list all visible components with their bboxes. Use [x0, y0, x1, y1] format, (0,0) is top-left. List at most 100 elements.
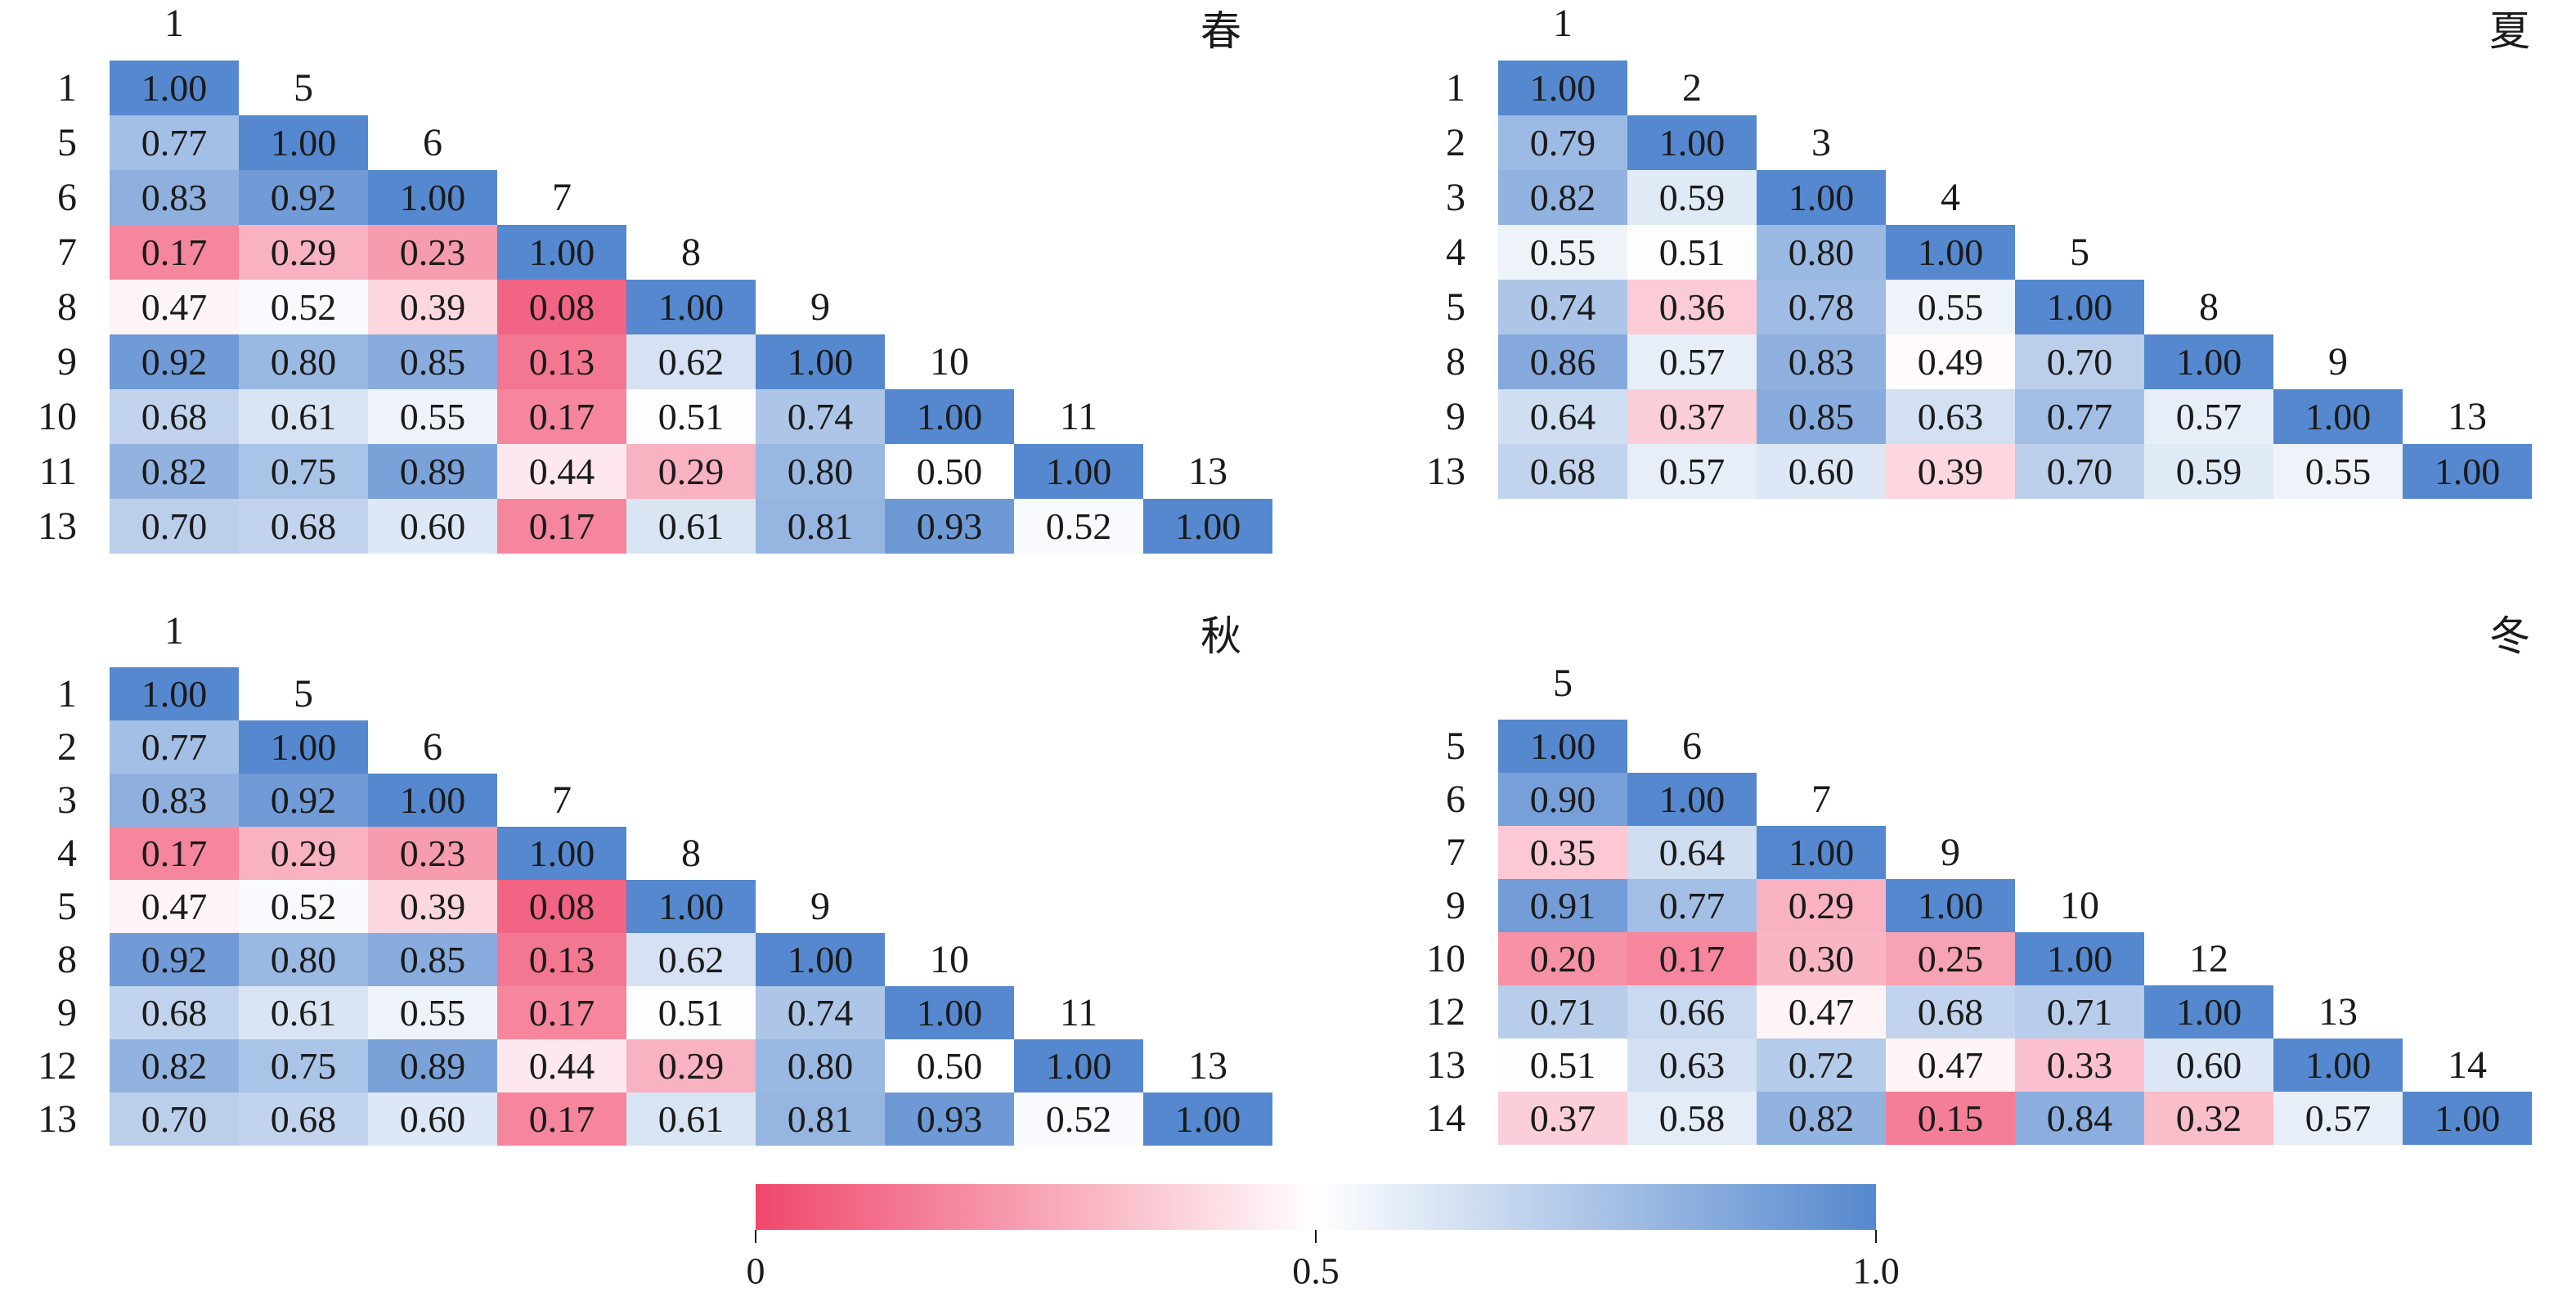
cell-value-label: 0.77	[141, 726, 208, 768]
row-label: 6	[1446, 778, 1465, 821]
heatmap-cell	[239, 115, 368, 170]
heatmap-cell	[110, 444, 239, 499]
cell-value-label: 1.00	[1175, 505, 1241, 547]
column-label: 5	[294, 672, 313, 716]
row-label: 2	[57, 725, 77, 769]
heatmap-cell	[239, 334, 368, 389]
row-label: 1	[57, 66, 77, 110]
cell-value-label: 0.82	[1788, 1097, 1855, 1139]
cell-value-label: 0.29	[658, 1045, 725, 1087]
cell-value-label: 0.52	[1046, 505, 1112, 547]
cell-value-label: 0.60	[1788, 451, 1855, 492]
cell-value-label: 0.75	[271, 451, 337, 492]
cell-value-label: 0.80	[788, 451, 854, 492]
row-label: 7	[1446, 831, 1465, 874]
heatmap-cell	[626, 933, 756, 986]
cell-value-label: 0.50	[917, 1045, 983, 1087]
heatmap-cell	[1627, 985, 1757, 1039]
colorbar-ticks: 0 0.5 1.0	[747, 1230, 1900, 1292]
column-label: 2	[1682, 66, 1702, 110]
heatmap-cell	[1143, 1092, 1272, 1146]
heatmap-cell	[2015, 389, 2144, 444]
heatmap-cell	[1014, 1039, 1143, 1092]
heatmap-cell	[1627, 773, 1757, 826]
cell-value-label: 1.00	[2305, 1044, 2372, 1086]
heatmap-cell	[110, 1039, 239, 1092]
row-label: 3	[1446, 176, 1465, 219]
heatmap-cell	[1498, 720, 1627, 773]
cell-value-label: 0.55	[400, 992, 466, 1034]
column-label: 7	[552, 176, 572, 219]
column-label: 13	[2448, 395, 2487, 438]
cell-value-label: 0.89	[400, 451, 466, 492]
column-label: 1	[1553, 2, 1573, 45]
heatmap-cell	[885, 1039, 1014, 1092]
cell-value-label: 0.57	[1659, 451, 1726, 492]
colorbar-gradient	[756, 1184, 1876, 1230]
heatmap-cell	[2015, 280, 2144, 334]
column-label: 11	[1060, 991, 1097, 1034]
column-label: 13	[2318, 990, 2358, 1034]
cell-value-label: 1.00	[2435, 1097, 2501, 1139]
heatmap-cell	[2015, 932, 2144, 985]
heatmap-cell	[110, 986, 239, 1039]
cell-value-label: 0.17	[141, 231, 208, 273]
heatmap-cell	[1627, 225, 1757, 280]
cell-value-label: 0.37	[1530, 1097, 1596, 1139]
cell-value-label: 0.57	[2176, 396, 2242, 437]
heatmap-cell	[368, 774, 497, 827]
cell-value-label: 0.51	[1659, 231, 1726, 273]
cell-value-label: 0.32	[2176, 1097, 2242, 1139]
cell-value-label: 0.47	[141, 286, 208, 328]
heatmap-cell	[239, 444, 368, 499]
cell-value-label: 0.71	[2047, 991, 2113, 1033]
heatmap-cell	[110, 667, 239, 720]
cell-value-label: 0.80	[271, 939, 337, 980]
heatmap-cell	[239, 774, 368, 827]
row-label: 4	[1446, 231, 1465, 274]
row-label: 12	[38, 1044, 77, 1088]
heatmap-cell	[239, 880, 368, 933]
heatmap-cell	[1498, 170, 1627, 225]
heatmap-cell	[497, 225, 626, 280]
heatmap-cell	[1627, 334, 1757, 389]
row-label: 9	[57, 991, 77, 1034]
heatmap-cell	[2144, 389, 2273, 444]
heatmap-cell	[885, 444, 1014, 499]
row-label: 13	[38, 505, 77, 548]
cell-value-label: 0.29	[1788, 885, 1855, 926]
heatmap-cell	[756, 389, 885, 444]
heatmap-cell	[1757, 1092, 1886, 1145]
column-label: 1	[164, 2, 184, 45]
heatmap-cell	[1143, 499, 1272, 554]
panel-title: 秋	[1200, 613, 1241, 659]
heatmap-panel-summer: 夏 1 1 1.00 2 2 0.79 1.00 3 3 0.82 0.59 1.00 4 4 0.55 0.…	[1426, 2, 2532, 499]
cell-value-label: 0.62	[658, 341, 725, 383]
heatmap-cell	[1498, 444, 1627, 499]
row-label: 13	[1426, 450, 1465, 493]
cell-value-label: 0.92	[141, 939, 208, 980]
column-label: 10	[2060, 884, 2099, 927]
heatmap-cell	[1627, 1039, 1757, 1092]
heatmap-cell	[1757, 334, 1886, 389]
heatmap-cell	[110, 720, 239, 774]
heatmap-cell	[1886, 879, 2015, 932]
cell-value-label: 0.68	[141, 396, 208, 437]
heatmap-cell	[756, 499, 885, 554]
heatmap-cell	[1498, 826, 1627, 879]
heatmap-cell	[1014, 1092, 1143, 1146]
cell-value-label: 0.29	[271, 832, 337, 874]
cell-value-label: 1.00	[658, 286, 725, 328]
heatmap-cell	[497, 986, 626, 1039]
cell-value-label: 1.00	[917, 396, 983, 437]
cell-value-label: 0.68	[141, 992, 208, 1034]
cell-value-label: 1.00	[271, 122, 337, 164]
cell-value-label: 0.68	[271, 1098, 337, 1140]
heatmap-cell	[626, 880, 756, 933]
cell-value-label: 0.89	[400, 1045, 466, 1087]
cell-value-label: 1.00	[271, 726, 337, 768]
cell-value-label: 1.00	[917, 992, 983, 1034]
cell-value-label: 0.17	[529, 396, 595, 437]
cell-value-label: 0.60	[400, 505, 466, 547]
heatmap-cell	[110, 499, 239, 554]
